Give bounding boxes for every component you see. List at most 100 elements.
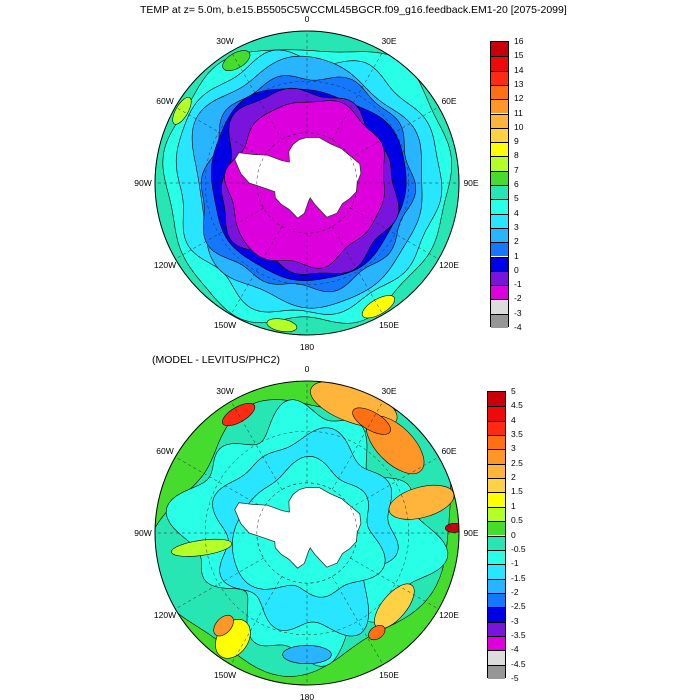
colorbar-box: [488, 449, 505, 464]
colorbar-label: 14: [514, 64, 524, 75]
meridian-line: [350, 106, 439, 159]
colorbar-box: [491, 213, 508, 228]
bottom-colorbar: [487, 391, 506, 679]
colorbar-label: 1: [511, 500, 516, 511]
longitude-label: 30E: [381, 386, 396, 396]
colorbar-label: -2.5: [511, 601, 526, 612]
colorbar-box: [488, 492, 505, 507]
meridian-line: [350, 456, 439, 509]
anomaly-blob: [213, 614, 234, 637]
longitude-label: 120W: [154, 260, 176, 270]
colorbar-label: -2: [514, 293, 522, 304]
colorbar-label: 3: [511, 443, 516, 454]
colorbar-box: [488, 406, 505, 421]
meridian-line: [331, 51, 384, 140]
colorbar-box: [491, 56, 508, 71]
longitude-label: 0: [305, 364, 310, 374]
colorbar-label: 5: [514, 193, 519, 204]
top-map-title: TEMP at z= 5.0m, b.e15.B5505C5WCCML45BGC…: [140, 4, 567, 16]
colorbar-box: [488, 392, 505, 407]
meridian-line: [230, 226, 283, 315]
longitude-label: 90W: [134, 178, 151, 188]
colorbar-label: -0.5: [511, 543, 526, 554]
colorbar-label: 12: [514, 93, 524, 104]
colorbar-box: [488, 463, 505, 479]
meridian-line: [175, 106, 264, 159]
longitude-label: 90W: [134, 528, 151, 538]
meridian-line: [350, 557, 439, 610]
meridian-line: [331, 226, 384, 315]
longitude-label: 30E: [381, 36, 396, 46]
colorbar-box: [491, 156, 508, 171]
colorbar-box: [488, 549, 505, 565]
meridian-line: [175, 456, 264, 509]
longitude-label: 180: [300, 342, 314, 352]
colorbar-box: [488, 521, 505, 536]
colorbar-box: [491, 170, 508, 185]
longitude-label: 120E: [439, 610, 459, 620]
colorbar-box: [491, 84, 508, 100]
colorbar-box: [491, 42, 508, 57]
colorbar-box: [488, 592, 505, 608]
colorbar-box: [491, 185, 508, 200]
anomaly-blob: [172, 96, 192, 125]
longitude-label: 60E: [441, 96, 456, 106]
colorbar-box: [491, 99, 508, 114]
longitude-label: 30W: [216, 36, 233, 46]
colorbar-box: [488, 635, 505, 651]
colorbar-box: [488, 578, 505, 593]
colorbar-label: -1.5: [511, 572, 526, 583]
longitude-label: 150W: [214, 670, 236, 680]
meridian-line: [230, 576, 283, 665]
longitude-label: 180: [300, 692, 314, 700]
colorbar-box: [491, 313, 508, 328]
colorbar-label: -1: [514, 279, 522, 290]
colorbar-label: 0: [511, 529, 516, 540]
latitude-circle: [204, 430, 410, 636]
colorbar-box: [488, 664, 505, 679]
anomaly-blob: [266, 318, 298, 333]
longitude-label: 150E: [379, 320, 399, 330]
colorbar-label: 13: [514, 78, 524, 89]
colorbar-box: [491, 299, 508, 314]
longitude-label: 150W: [214, 320, 236, 330]
colorbar-label: 3: [514, 221, 519, 232]
anomaly-blob: [368, 625, 386, 641]
colorbar-label: 0.5: [511, 515, 523, 526]
colorbar-label: -3.5: [511, 629, 526, 640]
colorbar-box: [491, 70, 508, 85]
colorbar-label: 0: [514, 264, 519, 275]
bottom-map-title: (MODEL - LEVITUS/PHC2): [152, 354, 280, 366]
colorbar-label: 2.5: [511, 457, 523, 468]
colorbar-box: [491, 270, 508, 286]
meridian-line: [230, 51, 283, 140]
colorbar-box: [488, 435, 505, 450]
colorbar-label: -1: [511, 558, 519, 569]
colorbar-label: 16: [514, 36, 524, 46]
colorbar-box: [491, 113, 508, 128]
longitude-label: 150E: [379, 670, 399, 680]
colorbar-label: 4: [511, 414, 516, 425]
colorbar-label: -3: [514, 307, 522, 318]
latitude-circle: [256, 132, 358, 234]
colorbar-box: [491, 199, 508, 214]
longitude-label: 30W: [216, 386, 233, 396]
longitude-label: 60W: [156, 96, 173, 106]
meridian-line: [350, 207, 439, 260]
anomaly-blob: [282, 645, 332, 665]
colorbar-label: 9: [514, 136, 519, 147]
colorbar-label: -5: [511, 673, 519, 683]
colorbar-label: -4: [511, 644, 519, 655]
colorbar-label: -4: [514, 322, 522, 332]
colorbar-label: 1.5: [511, 486, 523, 497]
colorbar-box: [488, 564, 505, 579]
colorbar-label: -3: [511, 615, 519, 626]
colorbar-label: 11: [514, 107, 523, 118]
anomaly-blob: [171, 538, 233, 557]
antarctica-land: [234, 486, 362, 569]
colorbar-box: [488, 607, 505, 622]
longitude-label: 90E: [463, 178, 478, 188]
colorbar-box: [488, 650, 505, 665]
